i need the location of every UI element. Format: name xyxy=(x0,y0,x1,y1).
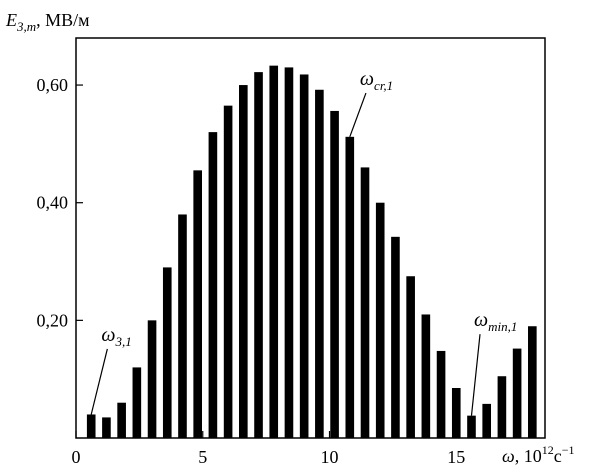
bar xyxy=(148,320,157,438)
annotation-subscript: min,1 xyxy=(488,319,517,334)
bar xyxy=(452,388,461,438)
bar xyxy=(391,237,400,438)
bar xyxy=(254,72,263,438)
plot-border xyxy=(76,38,545,438)
x-axis-label-unit-base: , 10 xyxy=(515,446,542,466)
bar xyxy=(285,67,294,438)
y-tick-label: 0,20 xyxy=(37,310,69,330)
y-tick-label: 0,60 xyxy=(37,75,69,95)
bar xyxy=(102,417,111,438)
annotation-symbol: ω xyxy=(474,309,488,331)
y-axis-label-symbol: E xyxy=(5,10,17,30)
bar xyxy=(513,349,522,438)
bar xyxy=(178,214,187,438)
bar xyxy=(315,90,324,438)
bar xyxy=(163,267,172,438)
bar xyxy=(209,132,218,438)
annotation-label: ωmin,1 xyxy=(474,309,517,334)
bar xyxy=(239,85,248,438)
bar xyxy=(422,314,431,438)
y-tick-label: 0,40 xyxy=(37,193,69,213)
y-axis-label: E3,m, МВ/м xyxy=(5,10,90,34)
x-tick-label: 10 xyxy=(321,447,339,467)
x-tick-label: 5 xyxy=(198,447,207,467)
bar xyxy=(467,416,476,438)
x-axis-label-unit-tail-power: −1 xyxy=(562,443,575,457)
bar xyxy=(330,111,339,438)
x-axis-label: ω, 1012c−1 xyxy=(502,443,575,466)
bar xyxy=(87,414,96,438)
annotation-leader-line xyxy=(350,93,366,137)
annotation-subscript: 3,1 xyxy=(114,334,131,349)
annotation-symbol: ω xyxy=(360,68,374,90)
bar xyxy=(133,367,142,438)
bar xyxy=(224,106,233,438)
x-axis-label-unit-tail: c xyxy=(554,446,562,466)
bar xyxy=(361,167,370,438)
x-tick-label: 15 xyxy=(447,447,465,467)
bar-series xyxy=(87,66,537,438)
bar xyxy=(117,403,126,438)
plot-frame xyxy=(76,38,545,438)
bar xyxy=(498,376,507,438)
bar xyxy=(528,326,537,438)
bar xyxy=(193,170,202,438)
bar xyxy=(269,66,278,438)
annotation-leader-line xyxy=(91,349,107,415)
x-axis: 0 5 10 15 xyxy=(72,431,466,467)
annotation-subscript: cr,1 xyxy=(374,78,393,93)
bar xyxy=(300,74,309,438)
bar xyxy=(376,203,385,438)
y-axis-label-unit: , МВ/м xyxy=(36,10,89,30)
x-axis-label-unit-power: 12 xyxy=(542,443,554,457)
bar xyxy=(482,404,491,438)
annotation-label: ω3,1 xyxy=(101,324,131,349)
bar xyxy=(437,351,446,438)
x-tick-label: 0 xyxy=(72,447,81,467)
annotation-leader-line xyxy=(471,334,480,415)
y-axis-label-subscript: 3,m xyxy=(16,19,36,34)
bar xyxy=(406,276,415,438)
annotation-symbol: ω xyxy=(101,324,115,346)
bar xyxy=(345,137,354,438)
x-axis-label-symbol: ω xyxy=(502,446,515,466)
annotation-label: ωcr,1 xyxy=(360,68,393,93)
